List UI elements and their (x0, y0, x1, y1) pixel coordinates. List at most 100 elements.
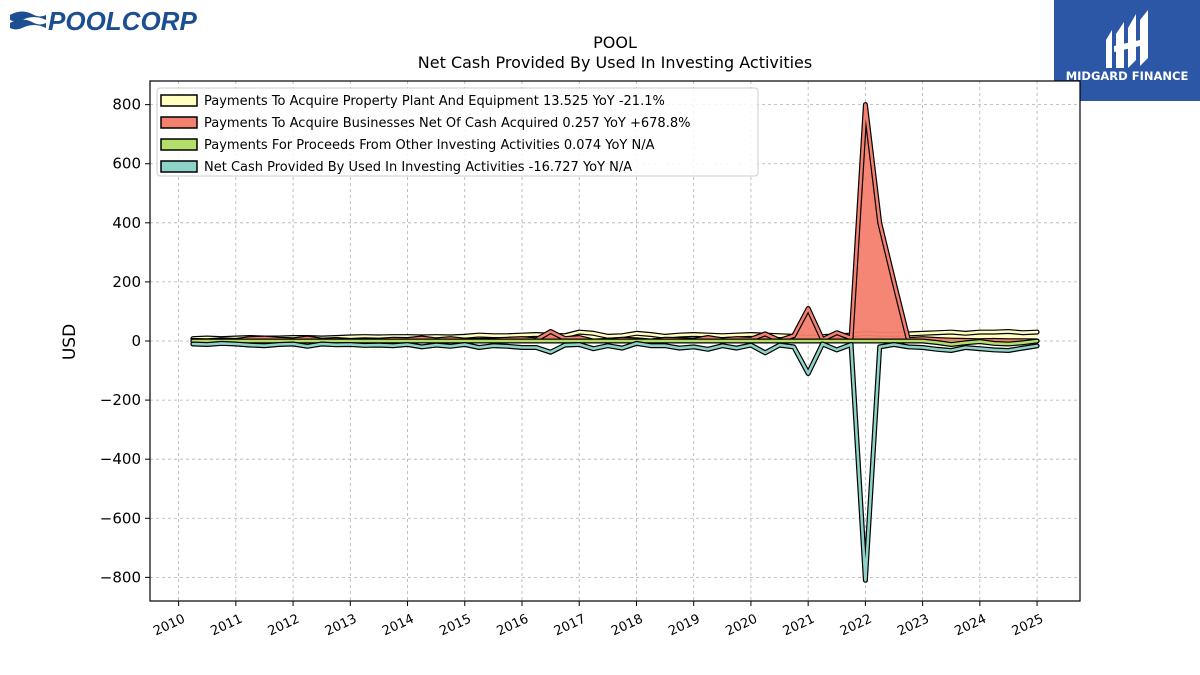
data-point (936, 338, 938, 341)
x-tick-label: 2022 (838, 612, 874, 640)
data-point (235, 343, 237, 345)
data-point (249, 340, 251, 342)
x-tick-label: 2010 (151, 612, 187, 640)
data-point (864, 104, 867, 106)
data-point (950, 331, 952, 333)
x-tick-label: 2014 (380, 612, 416, 640)
x-tick-label: 2015 (437, 612, 473, 640)
y-tick-label: −400 (100, 450, 141, 468)
data-point (693, 333, 695, 336)
data-point (535, 346, 537, 349)
data-point (736, 334, 738, 336)
data-point (736, 340, 738, 342)
data-point (707, 340, 709, 342)
data-point (220, 342, 223, 344)
data-point (364, 340, 366, 342)
data-point (850, 337, 852, 339)
legend-entry-label: Payments To Acquire Property Plant And E… (204, 94, 665, 109)
legend: Payments To Acquire Property Plant And E… (156, 87, 759, 177)
data-point (306, 345, 308, 347)
y-tick-label: 800 (112, 96, 141, 114)
data-point (664, 345, 666, 347)
x-tick-label: 2017 (552, 612, 588, 640)
legend-swatch (160, 160, 198, 173)
x-tick-label: 2018 (609, 612, 645, 640)
data-point (950, 349, 952, 352)
data-point (435, 344, 437, 346)
data-point (778, 340, 781, 342)
midgard-brand-text: MIDGARD FINANCE (1066, 69, 1189, 83)
data-point (421, 337, 423, 339)
data-point (950, 339, 952, 341)
data-point (893, 343, 895, 346)
data-point (364, 336, 366, 338)
data-point (550, 340, 552, 342)
data-point (1036, 340, 1038, 342)
x-tick-label: 2021 (781, 612, 817, 640)
data-point (650, 333, 652, 336)
data-point (893, 340, 895, 342)
chart-title: POOL (593, 33, 637, 52)
data-point (635, 342, 638, 344)
x-tick-label: 2012 (266, 612, 302, 640)
data-point (750, 333, 752, 336)
data-point (607, 345, 609, 347)
x-tick-label: 2025 (1010, 612, 1046, 640)
data-point (406, 343, 409, 346)
data-point (964, 332, 967, 334)
data-point (421, 340, 423, 342)
data-point (664, 335, 666, 337)
data-point (678, 334, 681, 336)
x-tick-label: 2020 (724, 612, 760, 640)
data-point (807, 340, 809, 342)
y-tick-label: 400 (112, 214, 141, 232)
data-point (821, 340, 824, 342)
data-point (693, 340, 695, 342)
x-tick-label: 2013 (323, 612, 359, 640)
data-point (1022, 347, 1024, 349)
data-point (907, 340, 909, 342)
data-point (979, 348, 981, 350)
data-point (922, 346, 924, 349)
data-point (764, 352, 766, 354)
data-point (550, 330, 552, 333)
data-point (263, 340, 266, 342)
data-point (936, 341, 938, 344)
legend-entry-label: Payments For Proceeds From Other Investi… (204, 138, 655, 153)
data-point (235, 340, 237, 342)
data-point (263, 345, 266, 347)
data-point (1007, 349, 1010, 352)
data-point (192, 340, 194, 342)
data-point (378, 340, 380, 342)
data-point (564, 340, 566, 342)
y-tick-label: −600 (100, 509, 141, 527)
data-point (306, 340, 308, 342)
data-point (263, 337, 266, 339)
data-point (392, 340, 394, 342)
data-point (1022, 342, 1024, 344)
data-point (392, 345, 394, 347)
data-point (721, 345, 723, 347)
data-point (922, 332, 924, 334)
legend-swatch (160, 116, 198, 129)
data-point (478, 334, 480, 336)
data-point (406, 336, 409, 338)
data-point (964, 346, 967, 349)
data-point (435, 336, 437, 338)
chart-subtitle: Net Cash Provided By Used In Investing A… (418, 53, 812, 72)
data-point (378, 344, 380, 346)
plot-frame (149, 80, 1081, 602)
data-point (478, 340, 480, 342)
data-point (349, 336, 351, 338)
data-point (206, 343, 208, 346)
data-point (850, 340, 852, 342)
data-point (1036, 345, 1038, 347)
data-point (736, 347, 738, 349)
data-point (507, 345, 509, 347)
series-area-1 (192, 104, 1038, 341)
data-point (621, 347, 623, 349)
x-tick-label: 2023 (895, 612, 931, 640)
legend-entry-label: Payments To Acquire Businesses Net Of Ca… (204, 116, 690, 131)
data-point (1007, 330, 1010, 333)
data-point (836, 349, 838, 351)
